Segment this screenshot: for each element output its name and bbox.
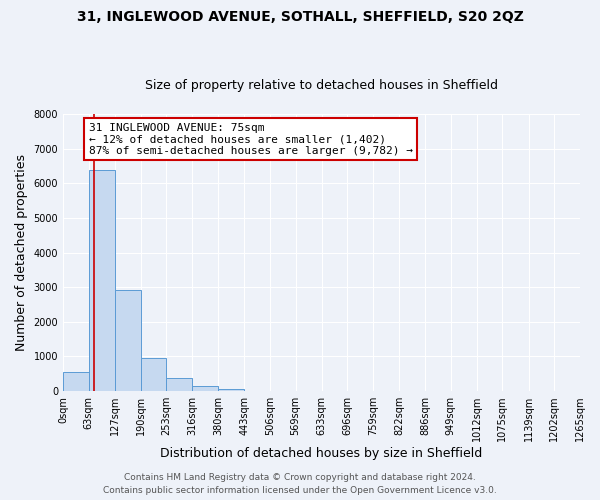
Bar <box>140 358 166 391</box>
X-axis label: Distribution of detached houses by size in Sheffield: Distribution of detached houses by size … <box>160 447 482 460</box>
Text: 31 INGLEWOOD AVENUE: 75sqm
← 12% of detached houses are smaller (1,402)
87% of s: 31 INGLEWOOD AVENUE: 75sqm ← 12% of deta… <box>89 122 413 156</box>
Bar <box>63 372 89 391</box>
Bar <box>89 170 115 391</box>
Text: 31, INGLEWOOD AVENUE, SOTHALL, SHEFFIELD, S20 2QZ: 31, INGLEWOOD AVENUE, SOTHALL, SHEFFIELD… <box>77 10 523 24</box>
Y-axis label: Number of detached properties: Number of detached properties <box>15 154 28 351</box>
Bar <box>115 290 140 391</box>
Bar <box>218 389 244 391</box>
Text: Contains HM Land Registry data © Crown copyright and database right 2024.
Contai: Contains HM Land Registry data © Crown c… <box>103 474 497 495</box>
Bar <box>166 378 192 391</box>
Bar <box>192 386 218 391</box>
Title: Size of property relative to detached houses in Sheffield: Size of property relative to detached ho… <box>145 79 498 92</box>
